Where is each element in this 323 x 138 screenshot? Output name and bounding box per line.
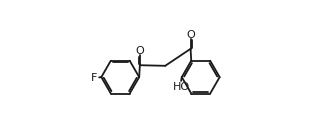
Text: O: O — [135, 46, 144, 56]
Text: O: O — [186, 30, 195, 40]
Text: F: F — [91, 73, 98, 83]
Text: HO: HO — [172, 82, 190, 92]
